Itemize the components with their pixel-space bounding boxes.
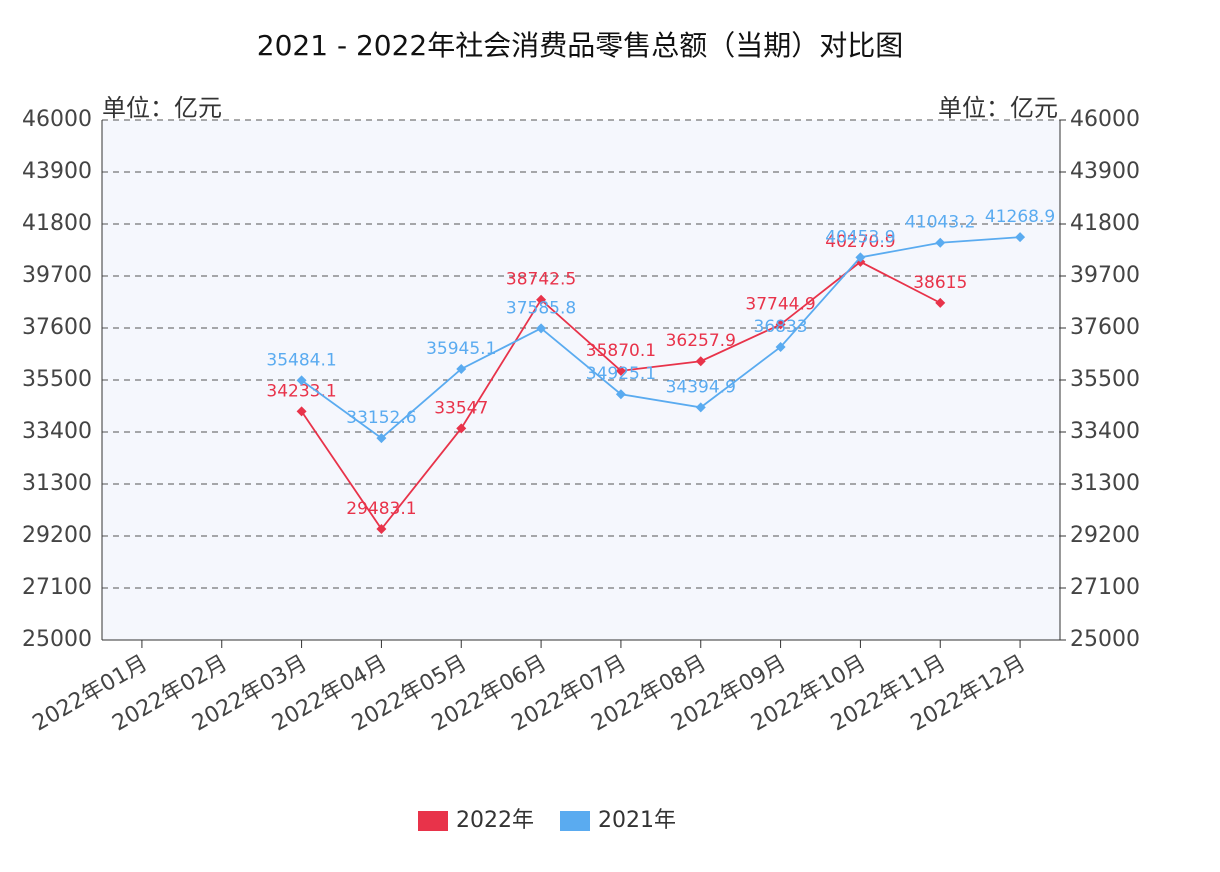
point: [1015, 232, 1026, 243]
y2-tick-label: 46000: [1070, 107, 1140, 132]
y2-tick-label: 35500: [1070, 367, 1140, 392]
point: [855, 252, 866, 263]
point: [296, 375, 307, 386]
point: [536, 294, 547, 305]
data-label: 33547: [434, 398, 488, 418]
data-label: 36833: [754, 317, 808, 337]
point: [456, 363, 467, 374]
legend-swatch: [418, 811, 448, 831]
legend-label: 2022年: [456, 808, 534, 833]
y-tick-label: 37600: [22, 315, 92, 340]
point: [296, 406, 307, 417]
y2-tick-label: 31300: [1070, 471, 1140, 496]
y-tick-label: 41800: [22, 211, 92, 236]
point: [935, 237, 946, 248]
y2-tick-label: 25000: [1070, 627, 1140, 652]
y-unit: 单位：亿元: [102, 94, 222, 122]
point: [615, 365, 626, 376]
point: [615, 389, 626, 400]
y-tick-label: 43900: [22, 159, 92, 184]
y-tick-label: 29200: [22, 523, 92, 548]
data-label: 41268.9: [985, 207, 1055, 227]
y2-unit: 单位：亿元: [938, 94, 1058, 122]
point: [456, 423, 467, 434]
data-label: 37744.9: [745, 294, 815, 314]
y2-tick-label: 33400: [1070, 419, 1140, 444]
point: [775, 341, 786, 352]
data-label: 34925.1: [586, 364, 656, 384]
data-label: 37585.8: [506, 298, 576, 318]
y-tick-label: 27100: [22, 575, 92, 600]
y-tick-label: 35500: [22, 367, 92, 392]
y2-tick-label: 27100: [1070, 575, 1140, 600]
point: [536, 323, 547, 334]
y-tick-label: 33400: [22, 419, 92, 444]
series-line: [301, 236, 1021, 440]
point: [695, 356, 706, 367]
data-label: 35870.1: [586, 341, 656, 361]
data-label: 41043.2: [905, 213, 975, 233]
data-label: 33152.6: [346, 408, 416, 428]
y-tick-label: 46000: [22, 107, 92, 132]
chart-title: 2021 - 2022年社会消费品零售总额（当期）对比图: [257, 29, 903, 62]
data-label: 35484.1: [266, 350, 336, 370]
point: [935, 297, 946, 308]
point: [376, 523, 387, 534]
y2-tick-label: 43900: [1070, 159, 1140, 184]
legend-swatch: [560, 811, 590, 831]
data-label: 40270.9: [825, 232, 895, 252]
y-tick-label: 25000: [22, 627, 92, 652]
data-label: 34233.1: [266, 381, 336, 401]
data-label: 38742.5: [506, 270, 576, 290]
data-label: 35945.1: [426, 339, 496, 359]
data-label: 40453.9: [825, 227, 895, 247]
y2-tick-label: 41800: [1070, 211, 1140, 236]
y2-tick-label: 29200: [1070, 523, 1140, 548]
data-label: 34394.9: [666, 377, 736, 397]
data-label: 29483.1: [346, 499, 416, 519]
y-tick-label: 39700: [22, 263, 92, 288]
legend-label: 2021年: [598, 808, 676, 833]
point: [775, 319, 786, 330]
point: [695, 402, 706, 413]
data-label: 36257.9: [666, 331, 736, 351]
y2-tick-label: 39700: [1070, 263, 1140, 288]
y-tick-label: 31300: [22, 471, 92, 496]
point: [376, 433, 387, 444]
data-label: 38615: [913, 273, 967, 293]
y2-tick-label: 37600: [1070, 315, 1140, 340]
